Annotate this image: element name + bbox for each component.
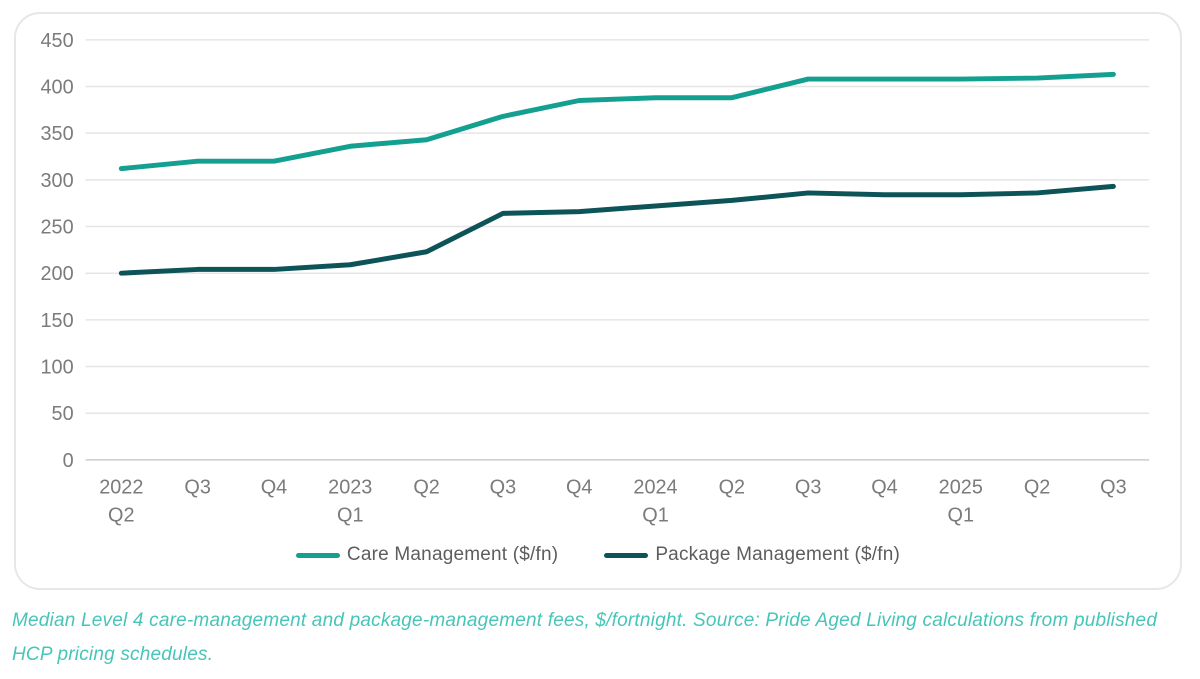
chart-caption: Median Level 4 care-management and packa…	[12, 604, 1192, 672]
package-management-fn-line	[118, 183, 1116, 276]
y-axis-tick-label: 400	[41, 76, 74, 98]
y-axis-tick-label: 300	[41, 170, 74, 192]
y-axis-tick-label: 450	[41, 30, 74, 52]
x-axis-tick-label: Q2	[1024, 477, 1051, 499]
x-axis-tick-label: Q1	[337, 504, 363, 526]
y-axis-tick-label: 50	[52, 403, 74, 425]
x-axis-tick-label: Q4	[261, 477, 288, 499]
x-axis-tick-label: Q2	[719, 477, 746, 499]
x-axis-tick-label: Q4	[566, 477, 593, 499]
x-axis-tick-label: Q1	[948, 504, 975, 526]
legend-label-care-management: Care Management ($/fn)	[346, 544, 559, 565]
legend-item-package-management: Package Management ($/fn)	[604, 544, 900, 566]
care-management-line-icon	[295, 552, 340, 558]
x-axis-tick-label: 2025	[939, 477, 983, 499]
x-axis-tick-label: Q3	[795, 477, 822, 499]
x-axis-tick-label: Q3	[490, 477, 517, 499]
y-axis-tick-label: 150	[41, 310, 74, 332]
x-axis-tick-label: Q3	[1100, 477, 1127, 499]
legend-label-package-management: Package Management ($/fn)	[655, 544, 901, 565]
x-axis-tick-label: 2023	[328, 477, 372, 499]
y-axis-tick-label: 350	[41, 123, 74, 145]
x-axis-tick-label: 2024	[633, 477, 677, 499]
x-axis-tick-label: Q3	[184, 477, 211, 499]
chart-canvas: 450 400 350 300 250 200 150 100 50 0 2022 Q2 Q3 Q4 202…	[41, 30, 1150, 526]
y-axis-tick-label: 0	[63, 450, 74, 472]
y-axis-tick-label: 200	[41, 263, 74, 285]
x-axis-tick-label: 2022	[99, 477, 143, 499]
caption-line-2: HCP pricing schedules.	[12, 644, 214, 665]
x-axis-tick-label: Q2	[108, 504, 135, 526]
y-axis-tick-label: 100	[41, 356, 74, 378]
x-axis-tick-label: Q2	[413, 477, 440, 499]
x-axis-tick-label: Q4	[871, 477, 898, 499]
x-axis-tick-label: Q1	[642, 504, 669, 526]
package-management-line-icon	[604, 552, 649, 558]
chart-legend: Care Management ($/fn) Package Managemen…	[16, 544, 1180, 566]
care-management-fn-line	[118, 71, 1116, 172]
y-axis-tick-label: 250	[41, 216, 74, 238]
legend-item-care-management: Care Management ($/fn)	[295, 544, 559, 566]
caption-line-1: Median Level 4 care-management and packa…	[12, 610, 1158, 631]
chart-card: 450 400 350 300 250 200 150 100 50 0 2022 Q2 Q3 Q4 202…	[14, 12, 1182, 590]
